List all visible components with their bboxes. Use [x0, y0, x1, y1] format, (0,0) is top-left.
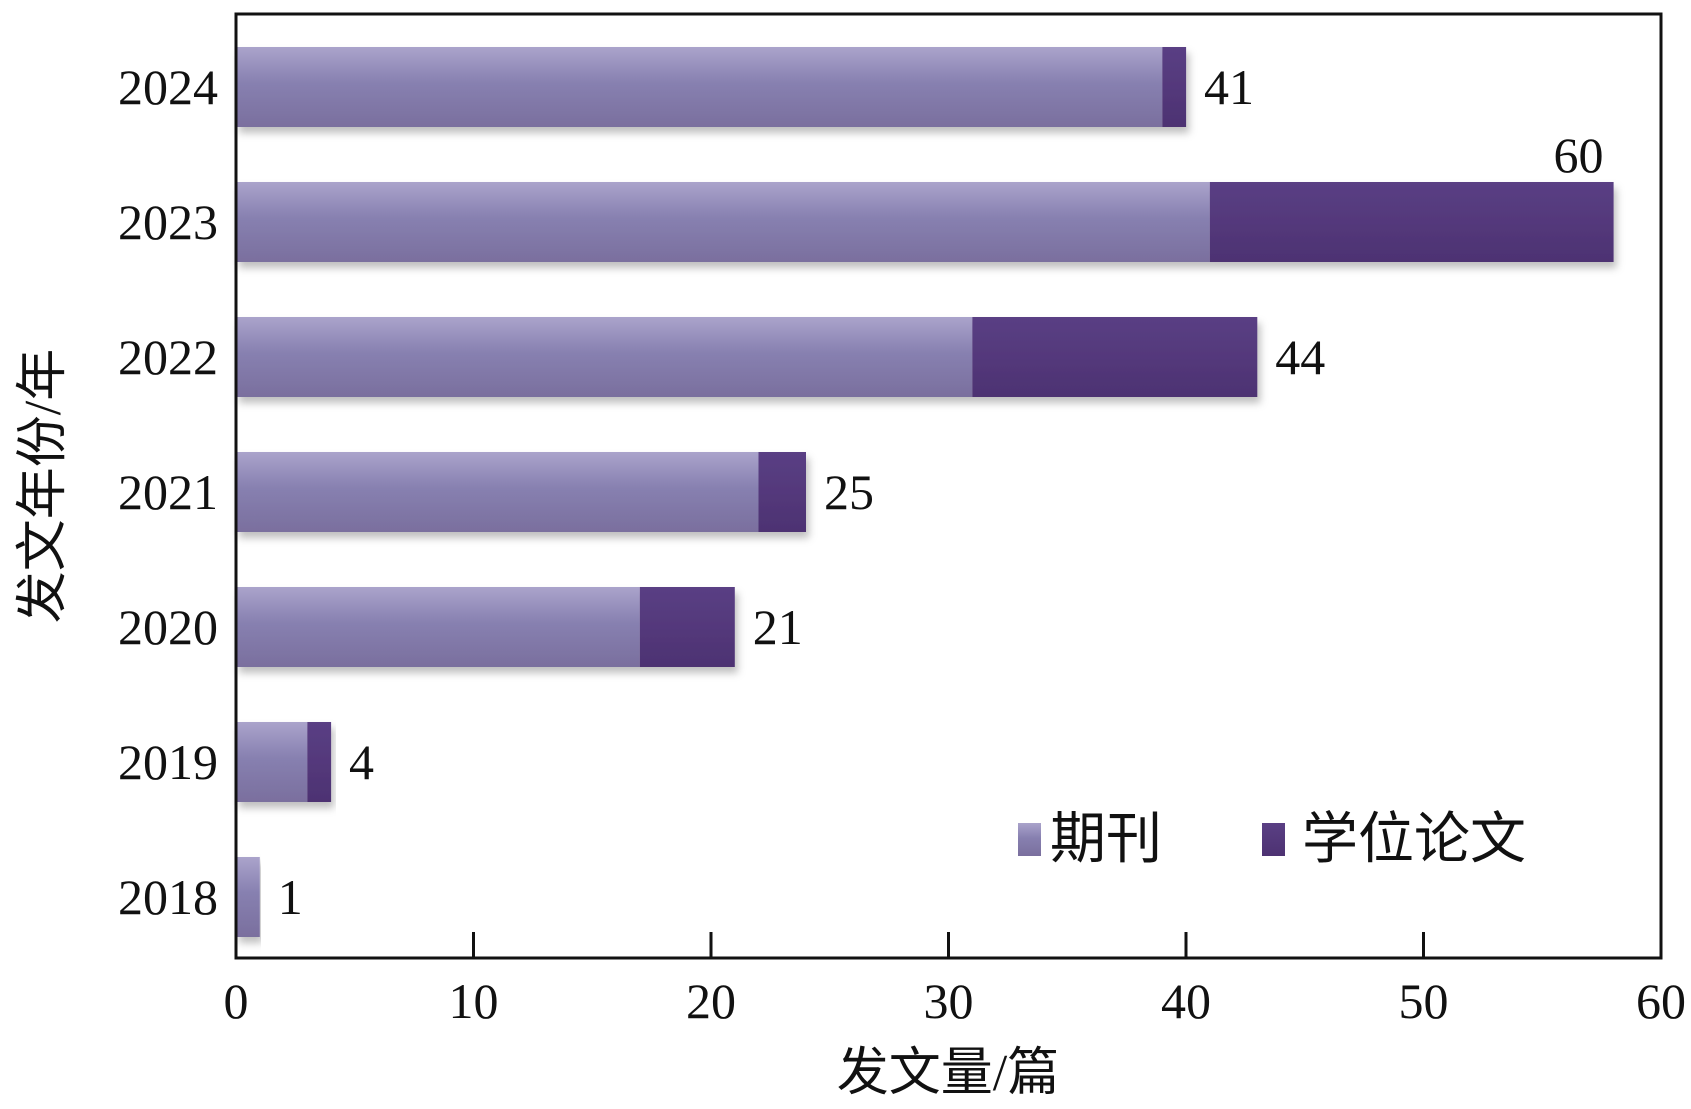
bar-group-2020 — [236, 587, 735, 667]
bar-group-2019 — [236, 722, 332, 802]
bar-thesis-2021 — [758, 452, 806, 532]
bar-group-2023 — [236, 182, 1614, 262]
legend-label-journal: 期刊 — [1050, 809, 1162, 871]
data-label-2022: 44 — [1275, 329, 1325, 385]
data-label-2019: 4 — [349, 734, 374, 790]
data-label-2023: 60 — [1554, 127, 1604, 183]
bar-journal-2021 — [236, 452, 759, 532]
legend: 期刊 学位论文 — [1018, 809, 1526, 871]
bar-journal-2023 — [236, 182, 1210, 262]
data-label-2024: 41 — [1204, 59, 1254, 115]
legend-label-thesis: 学位论文 — [1302, 809, 1526, 871]
bar-journal-2022 — [236, 317, 973, 397]
y-tick-label-2019: 2019 — [118, 734, 218, 790]
plot-frame — [234, 12, 1663, 960]
data-label-2018: 1 — [278, 869, 303, 925]
y-tick-label-2024: 2024 — [118, 59, 218, 115]
x-tick-label-40: 40 — [1161, 973, 1211, 1029]
y-tick-label-2021: 2021 — [118, 464, 218, 520]
x-ticks: 0 10 20 30 40 50 60 — [224, 932, 1686, 1029]
x-tick-label-10: 10 — [449, 973, 499, 1029]
bar-journal-2019 — [236, 722, 308, 802]
bar-group-2021 — [236, 452, 806, 532]
bars-layer — [236, 47, 1614, 937]
bar-group-2022 — [236, 317, 1258, 397]
bar-journal-2024 — [236, 47, 1163, 127]
y-tick-label-2023: 2023 — [118, 194, 218, 250]
bar-journal-2020 — [236, 587, 640, 667]
bar-thesis-2019 — [307, 722, 332, 802]
x-tick-label-60: 60 — [1636, 973, 1686, 1029]
legend-swatch-thesis — [1262, 823, 1285, 856]
y-tick-label-2020: 2020 — [118, 599, 218, 655]
x-tick-label-30: 30 — [924, 973, 974, 1029]
bar-thesis-2024 — [1162, 47, 1187, 127]
bar-journal-2018 — [236, 857, 260, 937]
x-tick-label-50: 50 — [1399, 973, 1449, 1029]
bar-thesis-2022 — [972, 317, 1258, 397]
y-tick-label-2018: 2018 — [118, 869, 218, 925]
data-label-2021: 25 — [824, 464, 874, 520]
y-tick-label-2022: 2022 — [118, 329, 218, 385]
bar-thesis-2020 — [639, 587, 735, 667]
bar-group-2024 — [236, 47, 1187, 127]
y-axis-title: 发文年份/年 — [15, 349, 72, 623]
x-tick-label-0: 0 — [224, 973, 249, 1029]
x-axis-title: 发文量/篇 — [837, 1045, 1059, 1102]
legend-swatch-journal — [1018, 823, 1041, 856]
data-label-2020: 21 — [753, 599, 803, 655]
bar-thesis-2023 — [1209, 182, 1614, 262]
x-tick-label-20: 20 — [686, 973, 736, 1029]
bar-group-2018 — [236, 857, 260, 937]
y-tick-labels: 2024 2023 2022 2021 2020 2019 2018 — [118, 59, 218, 925]
